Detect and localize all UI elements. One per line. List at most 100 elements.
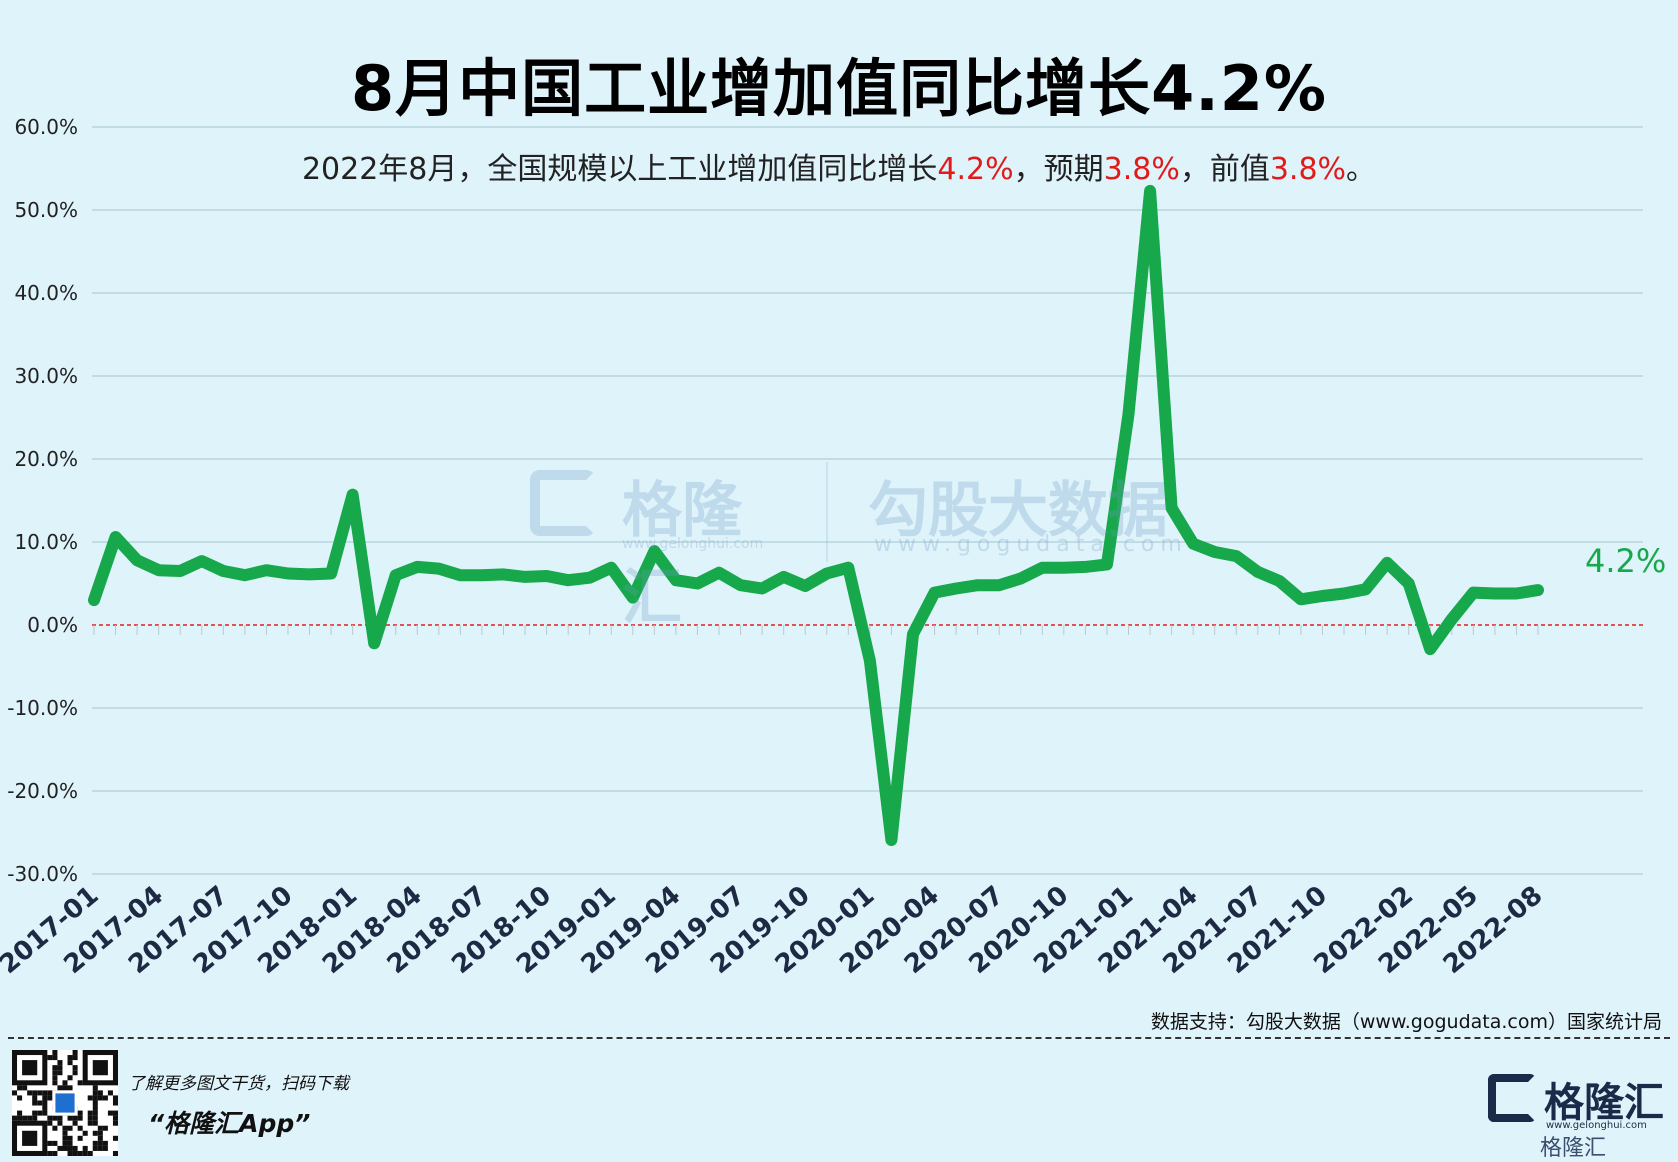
qr-module	[32, 1090, 38, 1096]
qr-module	[112, 1100, 118, 1106]
line-chart: 60.0% 50.0% 40.0% 30.0% 20.0% 10.0% 0.0% -10.0%…	[0, 115, 1666, 980]
qr-module	[87, 1150, 93, 1156]
qr-module	[52, 1055, 58, 1061]
qr-module	[52, 1125, 58, 1131]
brand-name: 格隆汇	[1544, 1080, 1664, 1126]
qr-module	[42, 1105, 48, 1111]
subtitle-text: ，预期	[1013, 152, 1104, 187]
qr-module	[17, 1115, 23, 1121]
subtitle-text: 。	[1346, 152, 1377, 187]
qr-module	[97, 1135, 103, 1141]
qr-module	[72, 1145, 78, 1151]
qr-module	[42, 1095, 48, 1101]
qr-module	[52, 1150, 58, 1156]
qr-module	[77, 1150, 83, 1156]
qr-module	[62, 1145, 68, 1151]
qr-module	[67, 1085, 73, 1091]
qr-module	[57, 1070, 63, 1076]
y-tick-label: 20.0%	[14, 447, 78, 471]
qr-module	[92, 1105, 98, 1111]
qr-module	[22, 1115, 28, 1121]
end-value-label: 4.2%	[1585, 542, 1666, 580]
qr-module	[67, 1055, 73, 1061]
qr-module	[57, 1115, 63, 1121]
qr-module	[77, 1115, 83, 1121]
qr-module	[47, 1095, 53, 1101]
qr-module	[32, 1115, 38, 1121]
subtitle-highlight: 4.2%	[937, 152, 1014, 187]
subtitle-text: ，前值	[1179, 152, 1270, 187]
qr-module	[77, 1080, 83, 1086]
qr-module	[57, 1060, 63, 1066]
qr-module	[92, 1140, 98, 1146]
qr-module	[47, 1150, 53, 1156]
qr-module	[97, 1095, 103, 1101]
qr-module	[112, 1150, 118, 1156]
qr-module	[32, 1095, 38, 1101]
y-tick-label: 30.0%	[14, 364, 78, 388]
qr-module	[67, 1115, 73, 1121]
qr-module	[52, 1070, 58, 1076]
qr-module	[52, 1050, 58, 1056]
qr-code-icon[interactable]	[12, 1050, 118, 1156]
qr-module	[107, 1110, 113, 1116]
qr-module	[27, 1115, 33, 1121]
qr-module	[67, 1135, 73, 1141]
qr-module	[37, 1100, 43, 1106]
subtitle-highlight: 3.8%	[1103, 152, 1180, 187]
qr-module	[72, 1050, 78, 1056]
qr-module	[52, 1065, 58, 1071]
qr-module	[112, 1095, 118, 1101]
qr-module	[72, 1120, 78, 1126]
qr-module	[32, 1100, 38, 1106]
qr-module	[57, 1065, 63, 1071]
qr-logo	[55, 1093, 75, 1113]
qr-module	[42, 1110, 48, 1116]
qr-module	[82, 1150, 88, 1156]
chart-title: 8月中国工业增加值同比增长4.2%	[350, 52, 1328, 125]
qr-module	[62, 1080, 68, 1086]
qr-module	[92, 1100, 98, 1106]
qr-module	[102, 1125, 108, 1131]
gelonghui-g-icon	[1488, 1074, 1536, 1122]
brand-small: 格隆汇	[1540, 1136, 1607, 1161]
qr-module	[17, 1110, 23, 1116]
qr-module	[47, 1115, 53, 1121]
qr-module	[17, 1085, 23, 1091]
qr-module	[37, 1110, 43, 1116]
brand-url: www.gelonghui.com	[1546, 1120, 1647, 1131]
chart-subtitle: 2022年8月，全国规模以上工业增加值同比增长4.2%，预期3.8%，前值3.8…	[0, 144, 1678, 188]
qr-module	[92, 1120, 98, 1126]
qr-module	[97, 1090, 103, 1096]
qr-module	[52, 1140, 58, 1146]
qr-module	[77, 1135, 83, 1141]
qr-module	[57, 1085, 63, 1091]
qr-module	[107, 1090, 113, 1096]
qr-module	[67, 1075, 73, 1081]
qr-module	[57, 1145, 63, 1151]
qr-module	[92, 1090, 98, 1096]
y-tick-label: -20.0%	[7, 779, 78, 803]
y-tick-label: -10.0%	[7, 696, 78, 720]
qr-module	[62, 1125, 68, 1131]
qr-module	[72, 1070, 78, 1076]
qr-module	[77, 1125, 83, 1131]
qr-module	[62, 1135, 68, 1141]
qr-module	[42, 1100, 48, 1106]
qr-module	[57, 1120, 63, 1126]
qr-finder-core	[92, 1060, 108, 1076]
qr-module	[92, 1145, 98, 1151]
qr-module	[112, 1110, 118, 1116]
qr-module	[42, 1090, 48, 1096]
qr-module	[47, 1090, 53, 1096]
series-line	[88, 184, 1544, 846]
qr-module	[92, 1130, 98, 1136]
qr-module	[72, 1055, 78, 1061]
promo-text: 了解更多图文干货，扫码下载	[128, 1074, 349, 1094]
qr-module	[72, 1150, 78, 1156]
qr-module	[22, 1085, 28, 1091]
qr-finder-core	[22, 1130, 38, 1146]
qr-module	[17, 1095, 23, 1101]
qr-module	[67, 1150, 73, 1156]
qr-module	[112, 1120, 118, 1126]
